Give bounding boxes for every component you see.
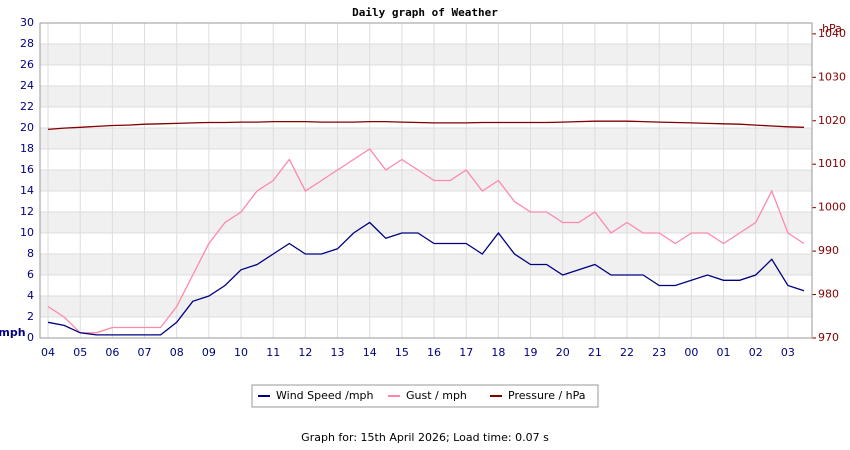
y-tick-label: 8	[27, 247, 34, 260]
y-tick-label: 30	[20, 16, 34, 29]
grid-band	[40, 86, 812, 107]
y-tick-label: 0	[27, 331, 34, 344]
y-tick-label: 24	[20, 79, 34, 92]
x-tick-label: 08	[170, 346, 184, 359]
legend-label: Pressure / hPa	[508, 389, 586, 402]
x-tick-label: 03	[781, 346, 795, 359]
legend-label: Gust / mph	[406, 389, 467, 402]
y-tick-label: 10	[20, 226, 34, 239]
y2-tick-label: 990	[818, 244, 839, 257]
plot-frame	[39, 22, 813, 339]
x-tick-label: 19	[524, 346, 538, 359]
x-tick-label: 15	[395, 346, 409, 359]
x-tick-label: 21	[588, 346, 602, 359]
y2-axis-label: hPa	[822, 22, 842, 35]
grid-band	[40, 296, 812, 317]
y-tick-label: 28	[20, 37, 34, 50]
y2-tick-label: 1000	[818, 201, 846, 214]
y-tick-label: 14	[20, 184, 34, 197]
y-axis-label: mph	[0, 326, 26, 339]
y-tick-label: 26	[20, 58, 34, 71]
x-tick-label: 22	[620, 346, 634, 359]
y-tick-label: 12	[20, 205, 34, 218]
y-tick-label: 4	[27, 289, 34, 302]
x-tick-label: 12	[298, 346, 312, 359]
x-tick-label: 23	[652, 346, 666, 359]
series-line	[47, 221, 805, 336]
y-tick-label: 20	[20, 121, 34, 134]
x-tick-label: 05	[73, 346, 87, 359]
grid-band	[40, 170, 812, 191]
x-tick-label: 18	[491, 346, 505, 359]
y2-tick-label: 1010	[818, 157, 846, 170]
x-tick-label: 01	[717, 346, 731, 359]
x-tick-label: 14	[363, 346, 377, 359]
x-tick-label: 04	[41, 346, 55, 359]
x-tick-label: 16	[427, 346, 441, 359]
y-tick-label: 2	[27, 310, 34, 323]
grid-band	[40, 254, 812, 275]
x-tick-label: 09	[202, 346, 216, 359]
x-tick-label: 20	[556, 346, 570, 359]
legend-label: Wind Speed /mph	[276, 389, 374, 402]
y2-tick-label: 1020	[818, 114, 846, 127]
x-tick-label: 11	[266, 346, 280, 359]
grid-band	[40, 128, 812, 149]
series-line	[47, 120, 805, 131]
x-tick-label: 10	[234, 346, 248, 359]
x-tick-label: 13	[331, 346, 345, 359]
series-line	[47, 148, 805, 334]
grid-band	[40, 212, 812, 233]
y2-tick-label: 1030	[818, 70, 846, 83]
chart-title: Daily graph of Weather	[352, 6, 498, 19]
y-tick-label: 22	[20, 100, 34, 113]
x-tick-label: 00	[684, 346, 698, 359]
legend-box	[251, 384, 599, 408]
y2-tick-label: 970	[818, 331, 839, 344]
y-tick-label: 16	[20, 163, 34, 176]
x-tick-label: 17	[459, 346, 473, 359]
x-tick-label: 06	[105, 346, 119, 359]
y-tick-label: 6	[27, 268, 34, 281]
x-tick-label: 02	[749, 346, 763, 359]
x-tick-label: 07	[138, 346, 152, 359]
y2-tick-label: 1040	[818, 27, 846, 40]
y-tick-label: 18	[20, 142, 34, 155]
footer: Graph for: 15th April 2026; Load time: 0…	[301, 431, 549, 444]
y2-tick-label: 980	[818, 288, 839, 301]
grid-band	[40, 44, 812, 65]
